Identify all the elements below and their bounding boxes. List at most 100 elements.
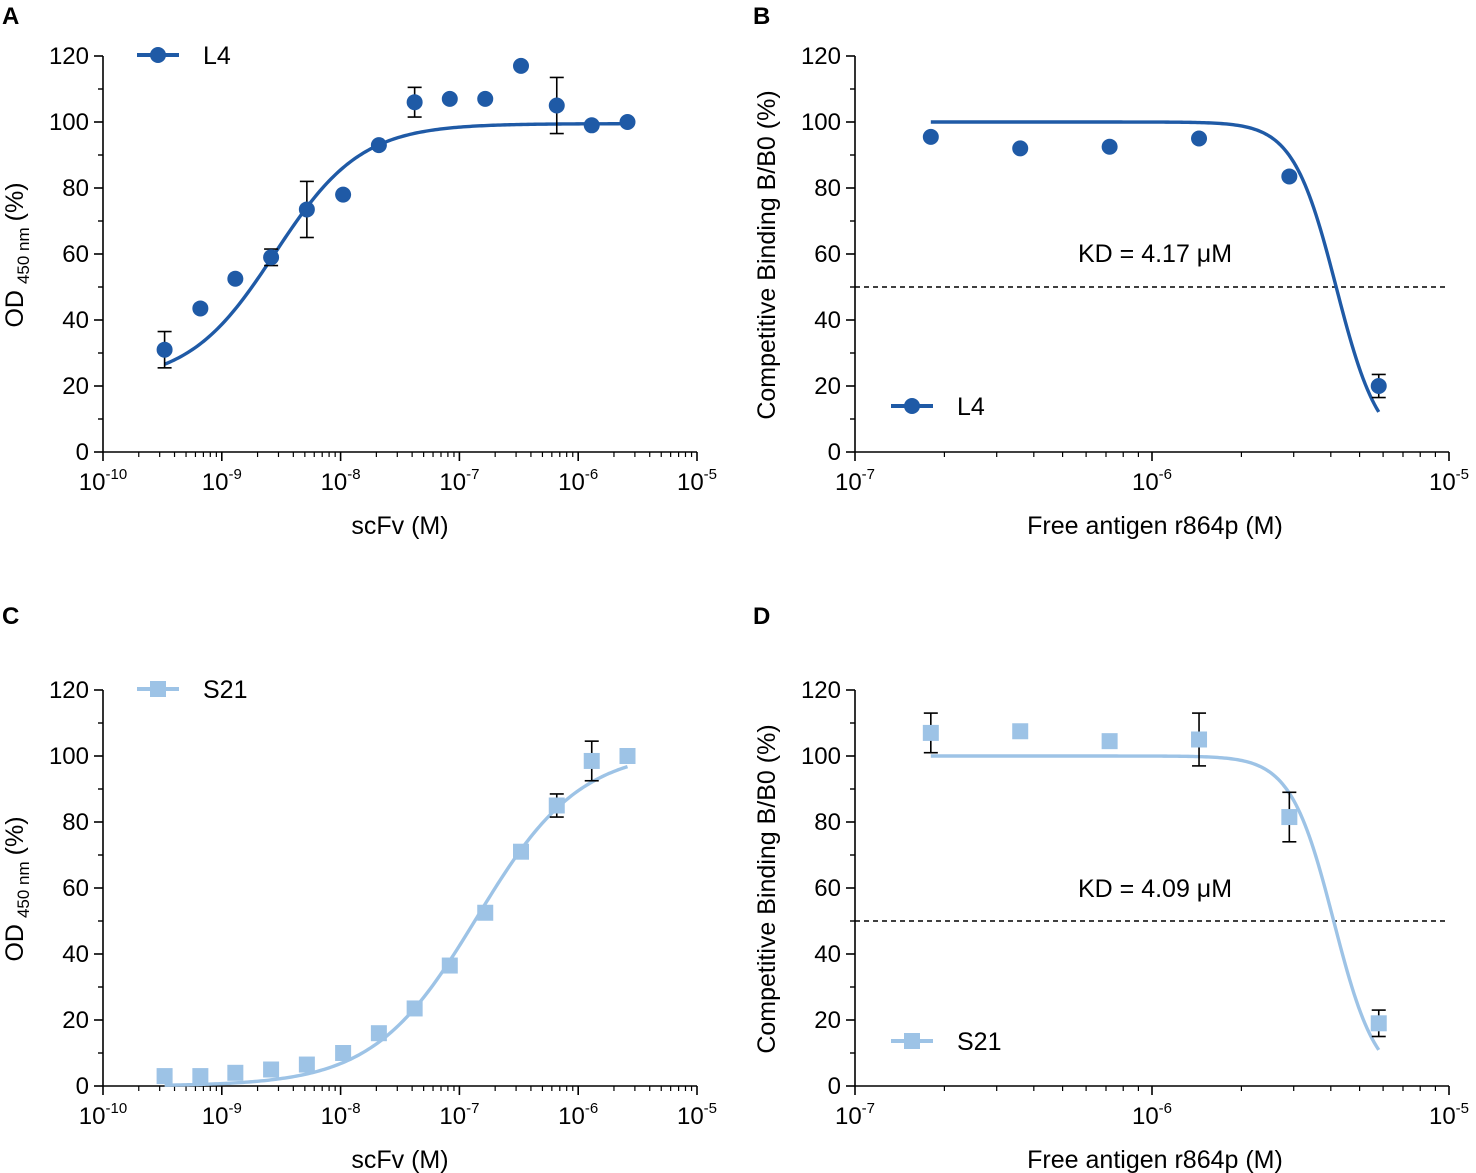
panel-b-series-l4	[922, 120, 1387, 413]
panel-a-data-point	[263, 249, 280, 266]
panel-b-axes: 0 20 40 60 80 100 120 10-7 10-6 10-5	[801, 43, 1469, 496]
panel-c-data-point	[263, 1061, 280, 1078]
panel-a-y-label-unit: (%)	[1, 182, 29, 221]
panel-a-y-tick-label: 100	[49, 109, 89, 136]
legend-label-s21: S21	[203, 676, 247, 704]
panel-c-data-point	[156, 1068, 173, 1085]
panel-b-data-point	[1191, 130, 1208, 147]
panel-c-y-tick-label: 60	[62, 875, 89, 902]
panel-c-x-tick-label: 10-7	[439, 1100, 479, 1130]
panel-a-legend: L4	[137, 42, 231, 70]
panel-d-data-point	[1101, 733, 1118, 750]
panel-a-data-point	[619, 114, 636, 130]
legend-marker-s21	[904, 1033, 920, 1049]
panel-d-data-point	[1281, 809, 1298, 826]
panel-b-kd-annotation: KD = 4.17 μM	[1078, 240, 1232, 268]
panel-c-y-tick-label: 80	[62, 809, 89, 836]
panel-a-y-tick-label: 80	[62, 175, 89, 202]
panel-d-data-point	[1012, 723, 1029, 740]
panel-a-data-point	[227, 270, 244, 287]
panel-a-axes: 0 20 40 60 80 100 120 10-10 10-9 10-8 10-7 10-6 10-5	[49, 43, 717, 496]
panel-c-data-point	[548, 797, 565, 814]
panel-b-data-point	[1012, 140, 1029, 157]
panel-a-data-point	[512, 57, 529, 74]
panel-b-y-tick-label: 100	[801, 109, 841, 136]
panel-c-x-tick-label: 10-9	[202, 1100, 242, 1130]
panel-a-data-point	[370, 137, 387, 154]
panel-letter-b: B	[753, 3, 770, 30]
panel-b-y-tick-label: 0	[828, 439, 841, 466]
panel-c-y-tick-label: 0	[76, 1073, 89, 1100]
panel-c-data-point	[441, 957, 458, 974]
panel-c-data-point	[512, 843, 529, 860]
panel-a: A 0 20 40 60 80 100 120 10-10 10-9 10-8 10-7 10-6 10…	[1, 3, 717, 540]
panel-d-y-tick-label: 100	[801, 743, 841, 770]
panel-d-data-point	[1191, 731, 1208, 748]
panel-c-y-label-unit: (%)	[1, 816, 29, 855]
panel-c-y-tick-label: 100	[49, 743, 89, 770]
panel-a-y-tick-label: 0	[76, 439, 89, 466]
panel-d: D 0 20 40 60 80 100 120 10-7 10-6 10-5 KD = 4.09 …	[753, 603, 1469, 1173]
panel-c-y-label-sub: 450 nm	[14, 861, 33, 918]
panel-b-y-tick-label: 80	[814, 175, 841, 202]
panel-d-y-tick-label: 40	[814, 941, 841, 968]
legend-marker-l4	[904, 398, 920, 414]
panel-b-y-tick-label: 20	[814, 373, 841, 400]
panel-d-axes: 0 20 40 60 80 100 120 10-7 10-6 10-5	[801, 677, 1469, 1130]
panel-c-data-point	[406, 1000, 423, 1017]
legend-label-s21: S21	[957, 1028, 1001, 1056]
panel-d-y-tick-label: 60	[814, 875, 841, 902]
panel-a-x-axis-label: scFv (M)	[351, 512, 448, 540]
panel-c-x-tick-label: 10-8	[321, 1100, 361, 1130]
panel-a-data-point	[298, 201, 315, 218]
panel-a-data-point	[406, 94, 423, 111]
panel-b-data-point	[922, 128, 939, 145]
panel-c-y-tick-label: 20	[62, 1007, 89, 1034]
panel-d-x-tick-label: 10-7	[835, 1100, 875, 1130]
panel-a-x-tick-label: 10-9	[202, 466, 242, 496]
panel-c-y-axis-label: OD 450 nm (%)	[1, 816, 33, 961]
panel-a-data-point	[477, 90, 494, 107]
panel-a-x-tick-label: 10-8	[321, 466, 361, 496]
panel-c-series-s21	[156, 740, 636, 1087]
panel-a-y-tick-label: 60	[62, 241, 89, 268]
panel-c: C 0 20 40 60 80 100 120 10-10 10-9 10-8 10-7 10-6 10…	[1, 603, 717, 1173]
legend-label-l4: L4	[957, 393, 985, 421]
panel-b-y-tick-label: 40	[814, 307, 841, 334]
panel-c-data-point	[583, 752, 600, 769]
panel-d-y-tick-label: 120	[801, 677, 841, 704]
panel-letter-a: A	[2, 3, 19, 30]
legend-label-l4: L4	[203, 42, 231, 70]
panel-d-y-tick-label: 80	[814, 809, 841, 836]
panel-d-y-axis-label: Competitive Binding B/B0 (%)	[753, 724, 781, 1053]
panel-b-x-tick-label: 10-6	[1132, 466, 1172, 496]
panel-b-data-point	[1101, 138, 1118, 155]
panel-a-fit-curve-l4	[163, 122, 628, 366]
panel-a-x-tick-label: 10-6	[558, 466, 598, 496]
panel-b-y-tick-label: 60	[814, 241, 841, 268]
panel-b-x-tick-label: 10-5	[1429, 466, 1469, 496]
panel-d-data-point	[1370, 1015, 1387, 1032]
panel-b-fit-curve-l4	[930, 120, 1381, 413]
panel-b: B 0 20 40 60 80 100 120 10-7 10-6 10-5 KD = 4.17 …	[753, 3, 1469, 540]
panel-c-x-axis-label: scFv (M)	[351, 1146, 448, 1173]
panel-d-data-point	[922, 724, 939, 741]
panel-a-data-point	[583, 117, 600, 134]
panel-c-axes: 0 20 40 60 80 100 120 10-10 10-9 10-8 10-7 10-6 10-5	[49, 677, 717, 1130]
panel-d-fit-curve-s21	[930, 754, 1381, 1051]
panel-a-x-tick-label: 10-5	[677, 466, 717, 496]
panel-c-data-point	[192, 1068, 209, 1085]
panel-c-data-point	[335, 1045, 352, 1061]
panel-d-y-tick-label: 0	[828, 1073, 841, 1100]
panel-a-data-point	[192, 300, 209, 317]
panel-d-x-axis-label: Free antigen r864p (M)	[1027, 1146, 1283, 1173]
panel-a-y-tick-label: 40	[62, 307, 89, 334]
legend-marker-s21	[150, 681, 166, 697]
panel-d-legend: S21	[891, 1028, 1001, 1056]
panel-c-fit-curve-s21	[164, 764, 629, 1087]
panel-c-data-point	[298, 1056, 315, 1073]
panel-a-y-label-sub: 450 nm	[14, 227, 33, 284]
panel-b-data-point	[1370, 378, 1387, 394]
panel-c-data-point	[619, 748, 636, 764]
